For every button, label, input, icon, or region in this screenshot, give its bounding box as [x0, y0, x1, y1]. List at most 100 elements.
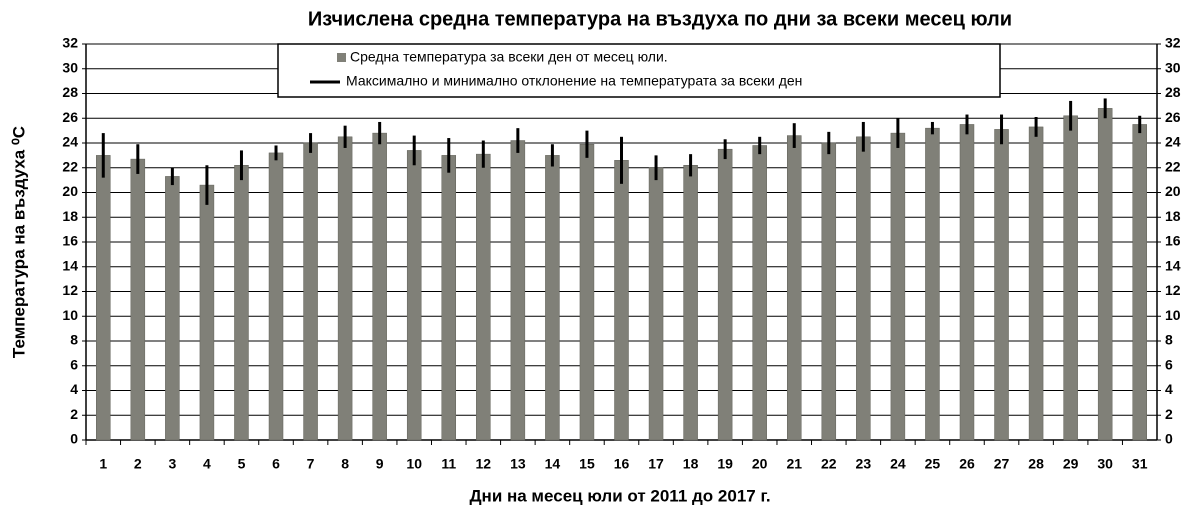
- y2-tick-label: 12: [1165, 282, 1181, 298]
- x-tick-label: 14: [545, 456, 561, 472]
- y-tick-label: 18: [62, 208, 78, 224]
- y2-tick-label: 26: [1165, 109, 1181, 125]
- bar: [1132, 124, 1147, 441]
- bar: [1028, 126, 1044, 441]
- y-tick-label: 30: [62, 59, 78, 75]
- y2-tick-label: 14: [1165, 257, 1181, 273]
- y2-tick-label: 6: [1165, 356, 1173, 372]
- x-tick-label: 6: [272, 456, 280, 472]
- x-tick-label: 30: [1097, 456, 1113, 472]
- y2-tick-label: 0: [1165, 431, 1173, 447]
- y-tick-label: 8: [70, 332, 78, 348]
- x-tick-label: 12: [476, 456, 492, 472]
- x-tick-label: 9: [376, 456, 384, 472]
- bar: [786, 135, 802, 441]
- y-tick-label: 12: [62, 282, 78, 298]
- bar: [96, 155, 111, 441]
- bar: [476, 153, 491, 441]
- y2-tick-label: 24: [1165, 134, 1181, 150]
- y2-tick-label: 20: [1165, 183, 1181, 199]
- x-tick-label: 18: [683, 456, 699, 472]
- bar: [199, 184, 215, 441]
- x-tick-label: 19: [717, 456, 733, 472]
- y-tick-label: 4: [70, 381, 78, 397]
- y-tick-label: 24: [62, 134, 78, 150]
- y-axis-label: Температура на въздуха ⁰C: [9, 126, 28, 358]
- x-tick-label: 11: [441, 456, 456, 472]
- y-tick-label: 16: [62, 233, 78, 249]
- bar: [959, 124, 975, 441]
- bar: [821, 142, 837, 441]
- bar: [994, 129, 1009, 441]
- x-tick-label: 24: [890, 456, 906, 472]
- legend: Средна температура за всеки ден от месец…: [277, 43, 1001, 98]
- bar: [614, 160, 629, 441]
- y2-tick-label: 16: [1165, 233, 1181, 249]
- y-tick-label: 28: [62, 84, 78, 100]
- x-tick-label: 8: [341, 456, 349, 472]
- bar: [234, 165, 249, 441]
- x-tick-label: 7: [307, 456, 315, 472]
- x-axis-label: Дни на месец юли от 2011 до 2017 г.: [469, 486, 770, 505]
- legend-swatch: [337, 53, 346, 62]
- x-tick-label: 16: [614, 456, 630, 472]
- bar: [1063, 115, 1078, 441]
- x-tick-label: 28: [1028, 456, 1044, 472]
- x-tick-label: 17: [648, 456, 664, 472]
- x-tick-label: 27: [994, 456, 1010, 472]
- x-tick-label: 4: [203, 456, 211, 472]
- bar: [337, 136, 353, 441]
- y2-tick-label: 2: [1165, 406, 1173, 422]
- bar: [856, 136, 871, 441]
- y-tick-label: 14: [62, 257, 78, 273]
- bar: [372, 132, 387, 441]
- legend-box: [277, 43, 1001, 98]
- y2-tick-label: 18: [1165, 208, 1181, 224]
- legend-label: Максимално и минимално отклонение на тем…: [346, 73, 802, 89]
- y-tick-label: 26: [62, 109, 78, 125]
- bar: [1097, 108, 1113, 441]
- x-tick-label: 23: [856, 456, 872, 472]
- y2-tick-label: 10: [1165, 307, 1181, 323]
- x-tick-label: 20: [752, 456, 768, 472]
- bar: [752, 145, 767, 441]
- legend-label: Средна температура за всеки ден от месец…: [350, 49, 668, 65]
- y2-tick-label: 32: [1165, 35, 1181, 51]
- plot-area: [82, 43, 1161, 445]
- y-tick-label: 10: [62, 307, 78, 323]
- bar: [406, 150, 422, 441]
- y2-tick-label: 30: [1165, 59, 1181, 75]
- x-tick-label: 29: [1063, 456, 1079, 472]
- bar: [130, 158, 146, 441]
- bar: [165, 176, 180, 441]
- bar: [545, 155, 560, 441]
- y-tick-label: 20: [62, 183, 78, 199]
- y2-tick-label: 28: [1165, 84, 1181, 100]
- chart-title: Изчислена средна температура на въздуха …: [308, 8, 1012, 30]
- x-tick-label: 1: [99, 456, 107, 472]
- y-tick-label: 6: [70, 356, 78, 372]
- x-tick-label: 13: [510, 456, 526, 472]
- y2-tick-label: 22: [1165, 158, 1181, 174]
- y-tick-label: 32: [62, 35, 78, 51]
- y-tick-label: 2: [70, 406, 78, 422]
- x-tick-label: 5: [238, 456, 246, 472]
- x-tick-label: 2: [134, 456, 142, 472]
- y2-tick-label: 8: [1165, 332, 1173, 348]
- x-tick-label: 15: [579, 456, 595, 472]
- y-tick-label: 0: [70, 431, 78, 447]
- x-tick-label: 10: [406, 456, 422, 472]
- x-tick-label: 31: [1132, 456, 1148, 472]
- y2-tick-label: 4: [1165, 381, 1173, 397]
- bar: [890, 132, 906, 441]
- x-tick-label: 25: [925, 456, 941, 472]
- y-tick-label: 22: [62, 158, 78, 174]
- x-tick-label: 21: [786, 456, 802, 472]
- bar: [717, 148, 733, 441]
- x-tick-label: 3: [168, 456, 176, 472]
- bar: [648, 167, 664, 441]
- bar: [303, 142, 318, 441]
- bar: [683, 165, 698, 441]
- bar: [441, 155, 457, 441]
